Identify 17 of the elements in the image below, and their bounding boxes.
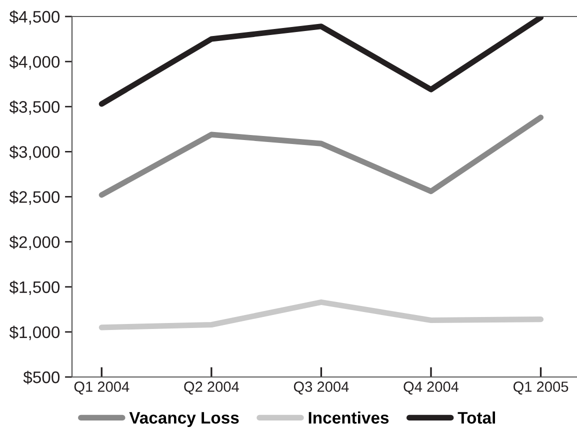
x-tick-label: Q3 2004: [294, 382, 349, 394]
legend-label: Total: [458, 411, 495, 424]
x-tick-label: Q1 2005: [513, 382, 568, 394]
y-tick-label: $4,500: [9, 10, 60, 25]
y-tick-label: $2,500: [9, 190, 60, 205]
x-tick-label: Q2 2004: [184, 382, 239, 394]
y-tick-label: $2,000: [9, 236, 60, 250]
x-tick-label: Q1 2004: [74, 382, 130, 394]
legend-label: Vacancy Loss: [129, 412, 239, 427]
y-tick-label: $3,500: [9, 100, 60, 115]
y-tick-label: $500: [23, 370, 60, 384]
y-tick-label: $1,500: [9, 280, 60, 296]
y-tick-label: $4,000: [9, 55, 60, 70]
y-tick-label: $3,000: [9, 145, 60, 160]
x-tick-label: Q4 2004: [404, 382, 459, 394]
y-tick-label: $1,000: [9, 326, 60, 340]
legend-label: Incentives: [308, 411, 389, 424]
